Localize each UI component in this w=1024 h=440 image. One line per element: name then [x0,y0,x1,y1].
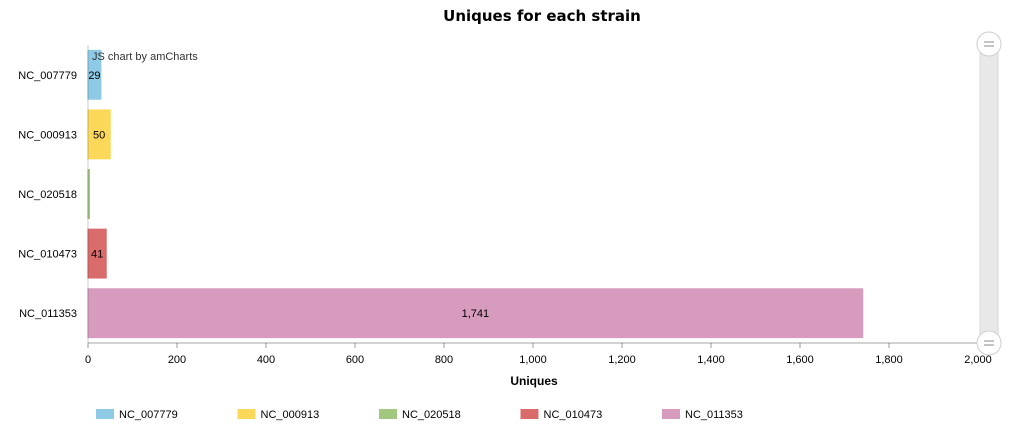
bar-nc-020518[interactable] [87,169,90,219]
y-axis-labels: NC_007779 NC_000913 NC_020518 NC_010473 NC_0… [18,70,77,320]
data-label: 29 [88,70,100,82]
x-tick-label: 1,200 [608,354,636,366]
bar-nc-011353[interactable] [87,288,864,339]
legend: NC_007779 NC_000913 NC_020518 NC_010473 NC_0… [96,409,743,421]
data-label: 41 [91,249,103,261]
vertical-scrollbar[interactable] [976,31,1002,356]
x-tick-label: 1,600 [786,354,814,366]
chart-title: Uniques for each strain [443,7,641,25]
grip-lines-icon[interactable] [976,31,1002,57]
x-axis-label: Uniques [510,374,558,388]
legend-item-nc-020518[interactable]: NC_020518 [379,409,461,421]
legend-swatch [520,409,539,419]
chart-credit: JS chart by amCharts [92,51,198,63]
legend-label: NC_010473 [544,409,603,421]
legend-label: NC_011353 [685,409,743,421]
legend-item-nc-000913[interactable]: NC_000913 [237,409,320,421]
y-tick-label: NC_007779 [18,70,77,82]
legend-swatch [662,409,680,419]
bar-nc-007779[interactable] [87,49,102,100]
bars-layer: 29 50 41 1,741 [87,49,864,339]
y-tick-label: NC_011353 [19,308,77,320]
data-label: 50 [93,129,105,141]
legend-item-nc-010473[interactable]: NC_010473 [520,409,603,421]
x-axis: 0 200 400 600 800 1,000 1,200 1,400 1,600 1,800 2,… [85,45,992,366]
legend-label: NC_000913 [261,409,320,421]
bar-nc-010473[interactable] [87,228,107,279]
y-tick-label: NC_010473 [18,249,77,261]
legend-item-nc-007779[interactable]: NC_007779 [96,409,178,421]
x-tick-label: 0 [85,354,91,366]
legend-swatch [96,409,114,419]
data-label: 1,741 [462,308,490,320]
legend-swatch [379,409,397,419]
x-tick-label: 1,800 [875,354,903,366]
legend-label: NC_007779 [119,409,178,421]
grip-lines-icon[interactable] [976,330,1002,356]
scrollbar-track[interactable] [979,43,999,344]
scrollbar-bottom-grip[interactable] [976,330,1002,356]
bar-nc-000913[interactable] [87,109,111,160]
x-tick-label: 2,000 [964,354,992,366]
x-tick-label: 600 [346,354,364,366]
y-tick-label: NC_020518 [18,189,77,201]
x-tick-label: 1,400 [697,354,725,366]
legend-item-nc-011353[interactable]: NC_011353 [662,409,743,421]
x-tick-label: 400 [257,354,275,366]
x-tick-label: 1,000 [519,354,547,366]
x-tick-label: 800 [435,354,453,366]
legend-label: NC_020518 [402,409,461,421]
x-tick-label: 200 [168,354,186,366]
scrollbar-top-grip[interactable] [976,31,1002,57]
legend-swatch [237,409,256,419]
y-tick-label: NC_000913 [18,129,77,141]
